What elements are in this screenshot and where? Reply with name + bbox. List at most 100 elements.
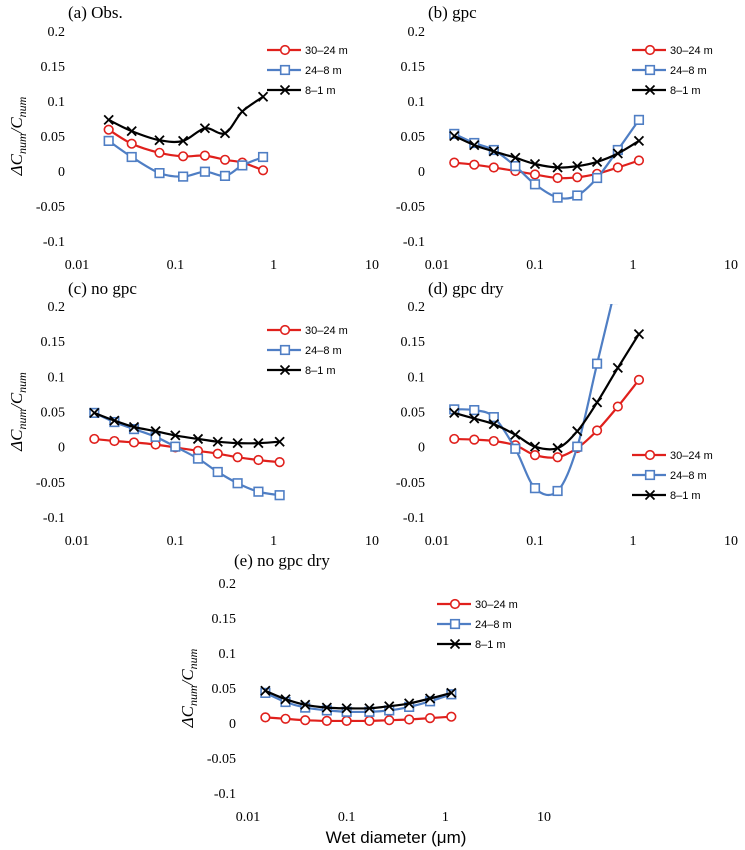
data-point-x-stroke [89, 407, 100, 419]
data-point-circle [274, 457, 285, 468]
data-point-x-stroke [364, 703, 375, 714]
y-tick-label: -0.05 [207, 752, 236, 767]
data-point-square [633, 114, 645, 125]
data-point-x-stroke [279, 84, 291, 96]
y-tick-label: 0.15 [41, 60, 66, 75]
data-point-circle [644, 44, 656, 56]
legend-label: 30–24 m [670, 450, 713, 462]
x-tick-label: 0.01 [425, 534, 450, 549]
y-tick-label: 0.15 [401, 60, 426, 75]
legend-label: 8–1 m [305, 85, 336, 97]
series-line [264, 689, 452, 710]
data-point-x [89, 407, 100, 419]
y-axis-label: ΔCnum/Cnum [7, 96, 29, 176]
data-point-x [529, 441, 541, 452]
y-tick-label: 0 [58, 441, 65, 456]
data-point-x [449, 130, 460, 142]
series-line [93, 411, 280, 445]
y-tick-label: 0.1 [408, 370, 426, 385]
data-point-x-stroke [404, 698, 415, 709]
data-point-x [364, 703, 375, 714]
data-point-square [274, 490, 285, 501]
x-tick-label: 0.1 [526, 534, 544, 549]
data-point-x [300, 699, 311, 710]
data-point-square [199, 166, 211, 177]
data-point-circle [212, 448, 223, 459]
series-line [453, 134, 640, 169]
legend-label: 24–8 m [670, 65, 707, 77]
series-line [264, 691, 452, 714]
data-point-circle [612, 401, 623, 412]
x-tick-label: 0.01 [236, 810, 261, 825]
legend-label: 30–24 m [305, 325, 348, 337]
data-point-square [257, 151, 269, 163]
legend-label: 24–8 m [670, 470, 707, 482]
data-point-x [469, 413, 480, 424]
x-tick-label: 1 [630, 534, 637, 549]
data-point-x-stroke [212, 436, 223, 447]
data-point-x [552, 162, 563, 173]
data-point-circle [424, 712, 436, 724]
data-point-x [199, 123, 211, 134]
data-point-x-stroke [488, 146, 499, 157]
data-point-circle [529, 169, 541, 180]
data-point-x [469, 139, 480, 151]
x-tick-label: 10 [365, 258, 379, 273]
y-tick-label: 0.1 [219, 647, 237, 662]
data-point-square [552, 485, 563, 497]
series-line [265, 715, 452, 723]
data-point-x [384, 701, 395, 712]
data-point-x [109, 415, 120, 426]
x-tick-label: 10 [724, 258, 738, 273]
data-point-x-stroke [529, 441, 541, 452]
data-point-x-stroke [232, 438, 243, 449]
data-point-x-stroke [612, 148, 623, 159]
x-tick-label: 10 [724, 534, 738, 549]
data-point-square [321, 705, 332, 716]
data-point-x [232, 438, 243, 449]
data-point-circle [449, 157, 460, 168]
panel-3: (c) no gpc -0.1 -0.05 0 0.05 0.1 0.15 0.2 0.01 0.… [7, 279, 379, 549]
data-point-circle [219, 154, 231, 165]
panel-title: (b) gpc [428, 3, 477, 22]
series-line [108, 95, 264, 144]
data-point-x-stroke [644, 489, 656, 501]
y-tick-label: 0.1 [48, 370, 66, 385]
data-point-x-stroke [572, 160, 583, 172]
plot-area [260, 685, 457, 727]
x-tick-label: 1 [442, 810, 449, 825]
data-point-square [300, 702, 311, 713]
data-point-x [321, 702, 333, 713]
data-point-x-stroke [384, 701, 395, 712]
data-point-circle [529, 450, 541, 461]
y-tick-label: 0.05 [41, 406, 66, 421]
legend-label: 24–8 m [305, 65, 342, 77]
y-tick-label: -0.1 [403, 235, 425, 250]
data-point-square [572, 441, 583, 452]
data-point-x [253, 438, 264, 449]
data-point-circle [128, 437, 140, 448]
panel-2: (b) gpc -0.1 -0.05 0 0.05 0.1 0.15 0.2 0.01 0.1 1 1… [396, 3, 738, 273]
data-point-x-stroke [126, 125, 137, 137]
legend-label: 8–1 m [475, 639, 506, 651]
data-point-x [404, 698, 415, 709]
data-point-square [279, 64, 291, 76]
data-point-circle [488, 162, 499, 173]
x-tick-label: 10 [537, 810, 551, 825]
y-tick-label: 0 [418, 441, 425, 456]
data-point-x-stroke [633, 135, 645, 147]
data-point-x-stroke [192, 433, 204, 445]
data-point-circle [89, 433, 100, 445]
series-line [94, 437, 280, 464]
data-point-circle [449, 433, 460, 445]
y-tick-label: -0.05 [36, 476, 65, 491]
y-tick-label: -0.1 [43, 511, 65, 526]
data-point-square [103, 135, 114, 147]
data-point-x [449, 407, 460, 419]
data-point-x [644, 84, 656, 96]
legend-label: 30–24 m [305, 45, 348, 57]
y-tick-label: 0 [418, 165, 425, 180]
data-point-square [529, 179, 541, 190]
data-point-x-stroke [103, 114, 114, 126]
data-point-square [424, 696, 436, 707]
